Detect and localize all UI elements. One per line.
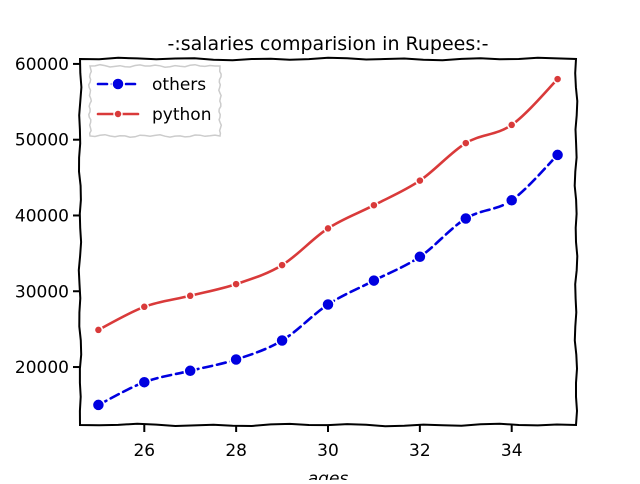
x-axis-label: ages <box>308 469 349 480</box>
axis-ticks: 26 28 30 32 34 20000 30000 40000 50000 60000 <box>15 55 523 461</box>
data-point-others <box>550 148 565 162</box>
data-point-others <box>321 297 335 312</box>
data-point-python <box>93 325 104 335</box>
data-point-python <box>277 260 287 270</box>
x-tick-label: 32 <box>409 441 431 461</box>
series-layer <box>91 74 565 412</box>
legend: others python <box>87 63 223 138</box>
data-point-python <box>552 74 563 84</box>
y-tick-label: 20000 <box>15 358 69 378</box>
x-tick-label: 34 <box>501 441 523 461</box>
data-point-python <box>139 302 150 312</box>
y-tick-label: 60000 <box>15 55 69 75</box>
data-point-python <box>185 291 195 301</box>
data-point-python <box>461 138 471 148</box>
data-point-others <box>275 333 289 348</box>
y-tick-label: 50000 <box>15 131 69 151</box>
y-tick-label: 40000 <box>15 206 69 226</box>
legend-label-python: python <box>152 105 211 125</box>
data-point-others <box>459 211 473 226</box>
data-point-python <box>231 279 241 289</box>
series-others <box>91 148 565 412</box>
data-point-others <box>91 398 106 412</box>
data-point-python <box>415 175 425 186</box>
data-point-others <box>183 364 197 378</box>
data-point-others <box>413 250 427 264</box>
legend-swatch-marker-python <box>113 109 123 119</box>
x-tick-label: 30 <box>317 441 339 461</box>
data-point-python <box>506 120 517 130</box>
data-point-python <box>369 200 379 210</box>
legend-swatch-marker-others <box>111 77 125 91</box>
data-point-others <box>229 352 243 367</box>
x-tick-label: 28 <box>225 441 247 461</box>
y-tick-label: 30000 <box>15 282 69 302</box>
chart-title: -:salaries comparision in Rupees:- <box>167 33 488 55</box>
data-point-others <box>367 273 381 288</box>
legend-label-others: others <box>152 75 206 95</box>
data-point-python <box>323 223 333 234</box>
plot-frame <box>77 56 579 428</box>
x-tick-label: 26 <box>133 441 155 461</box>
data-point-others <box>137 375 152 389</box>
series-python <box>93 74 563 335</box>
data-point-others <box>504 193 519 208</box>
